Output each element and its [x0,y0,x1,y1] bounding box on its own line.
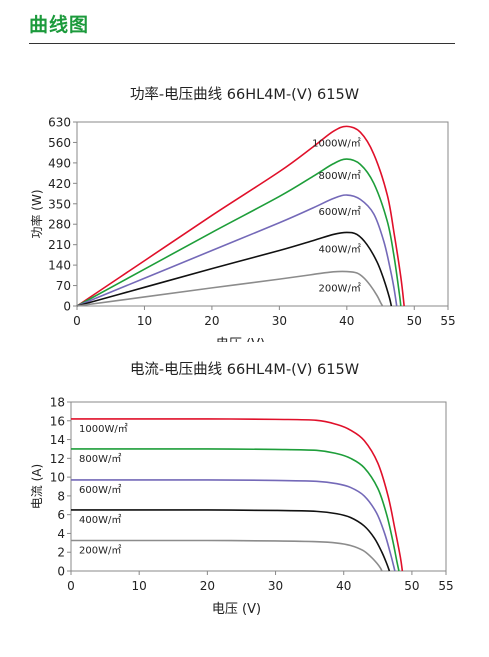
x-tick-label: 0 [67,579,75,593]
x-tick-label: 20 [200,579,215,593]
x-tick-label: 10 [132,579,147,593]
y-tick-label: 630 [48,116,71,130]
current-voltage-chart: 0 2 4 6 8 10 12 14 16 18 0 10 20 30 40 50 55 电压 (V) 电流 (A)… [30,396,454,618]
y-tick-label: 16 [50,414,65,428]
x-tick-label: 0 [73,314,81,328]
y-tick-label: 490 [48,156,71,170]
x-tick-label: 30 [272,314,287,328]
series-label: 800W/㎡ [79,453,121,465]
y-tick-label: 560 [48,136,71,150]
series-label: 600W/㎡ [79,484,121,496]
section-divider [29,43,455,44]
y-tick-label: 8 [57,489,65,503]
x-axis-title: 电压 (V) [212,602,261,617]
series-label: 200W/㎡ [318,283,360,295]
x-tick-label: 30 [268,579,283,593]
y-tick-label: 70 [56,279,71,293]
power-voltage-chart: 0 70 140 210 280 350 420 490 560 630 0 10 20 30 40 50 55… [29,116,456,343]
series-line [76,125,405,307]
y-tick-label: 10 [50,471,65,485]
y-axis-title: 功率 (W) [29,189,44,238]
series-line [76,194,398,307]
section-title: 曲线图 [29,14,90,36]
series-label: 600W/㎡ [318,206,360,218]
series-line [70,539,383,572]
x-tick-label: 10 [137,314,152,328]
series-label: 400W/㎡ [318,243,360,255]
x-tick-label: 50 [407,314,422,328]
series-line [70,479,396,572]
series-line [76,270,384,307]
y-tick-label: 12 [50,452,65,466]
y-tick-label: 420 [48,177,71,191]
series-label: 400W/㎡ [79,514,121,526]
series-line [76,158,402,307]
y-tick-label: 2 [57,546,65,560]
x-tick-label: 55 [440,314,455,328]
plot-frame [76,121,449,307]
y-tick-label: 6 [57,508,65,522]
series-label: 1000W/㎡ [312,137,361,149]
y-tick-label: 0 [57,565,65,579]
x-tick-label: 55 [438,579,453,593]
series-label: 1000W/㎡ [79,423,128,435]
y-tick-label: 210 [48,238,71,252]
x-axis-title: 电压 (V) [216,337,265,342]
series-label: 800W/㎡ [318,170,360,182]
current-chart-title: 电流-电压曲线 66HL4M-(V) 615W [129,362,360,378]
y-tick-label: 14 [50,433,65,447]
x-tick-label: 20 [204,314,219,328]
section-header: 曲线图 [0,0,489,48]
x-tick-label: 40 [339,314,354,328]
y-tick-label: 280 [48,218,71,232]
y-tick-label: 140 [48,259,71,273]
y-tick-label: 18 [50,396,65,410]
y-tick-label: 4 [57,527,65,541]
power-chart-title: 功率-电压曲线 66HL4M-(V) 615W [129,87,360,103]
series-line [71,509,391,572]
y-axis-title: 电流 (A) [30,464,44,509]
plot-frame [70,401,447,572]
x-tick-label: 40 [336,579,351,593]
x-tick-label: 50 [404,579,419,593]
series-line [71,418,404,572]
series-label: 200W/㎡ [79,544,121,556]
y-tick-label: 0 [63,300,71,314]
y-tick-label: 350 [48,197,71,211]
series-line [76,231,393,307]
series-line [71,448,400,572]
